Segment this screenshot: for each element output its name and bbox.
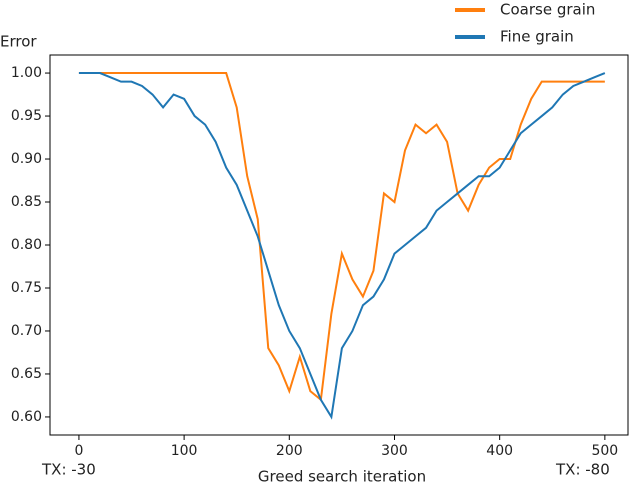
x-tick-label: 0	[74, 443, 83, 459]
y-tick-label: 0.95	[11, 108, 42, 124]
y-tick-label: 0.60	[11, 409, 42, 425]
x-tick-label: 200	[276, 443, 303, 459]
data-line	[78, 72, 606, 420]
y-tick-label: 0.85	[11, 194, 42, 210]
annotation: TX: -30	[41, 461, 96, 479]
y-axis-label: Error	[0, 33, 37, 51]
annotation: TX: -80	[555, 461, 610, 479]
y-tick-label: 0.65	[11, 366, 42, 382]
x-axis-label: Greed search iteration	[258, 468, 426, 486]
y-tick-label: 0.70	[11, 323, 42, 339]
x-tick-label: 500	[591, 443, 618, 459]
plot-frame	[49, 54, 629, 436]
y-tick-label: 1.00	[11, 65, 42, 81]
x-tick-label: 300	[381, 443, 408, 459]
legend-label: Coarse grain	[500, 1, 595, 19]
legend-label: Fine grain	[500, 28, 574, 46]
x-tick-label: 400	[486, 443, 513, 459]
y-tick-label: 0.80	[11, 237, 42, 253]
data-line	[78, 72, 605, 402]
x-tick-label: 100	[171, 443, 198, 459]
y-tick-label: 0.75	[11, 280, 42, 296]
y-tick-label: 0.90	[11, 151, 42, 167]
